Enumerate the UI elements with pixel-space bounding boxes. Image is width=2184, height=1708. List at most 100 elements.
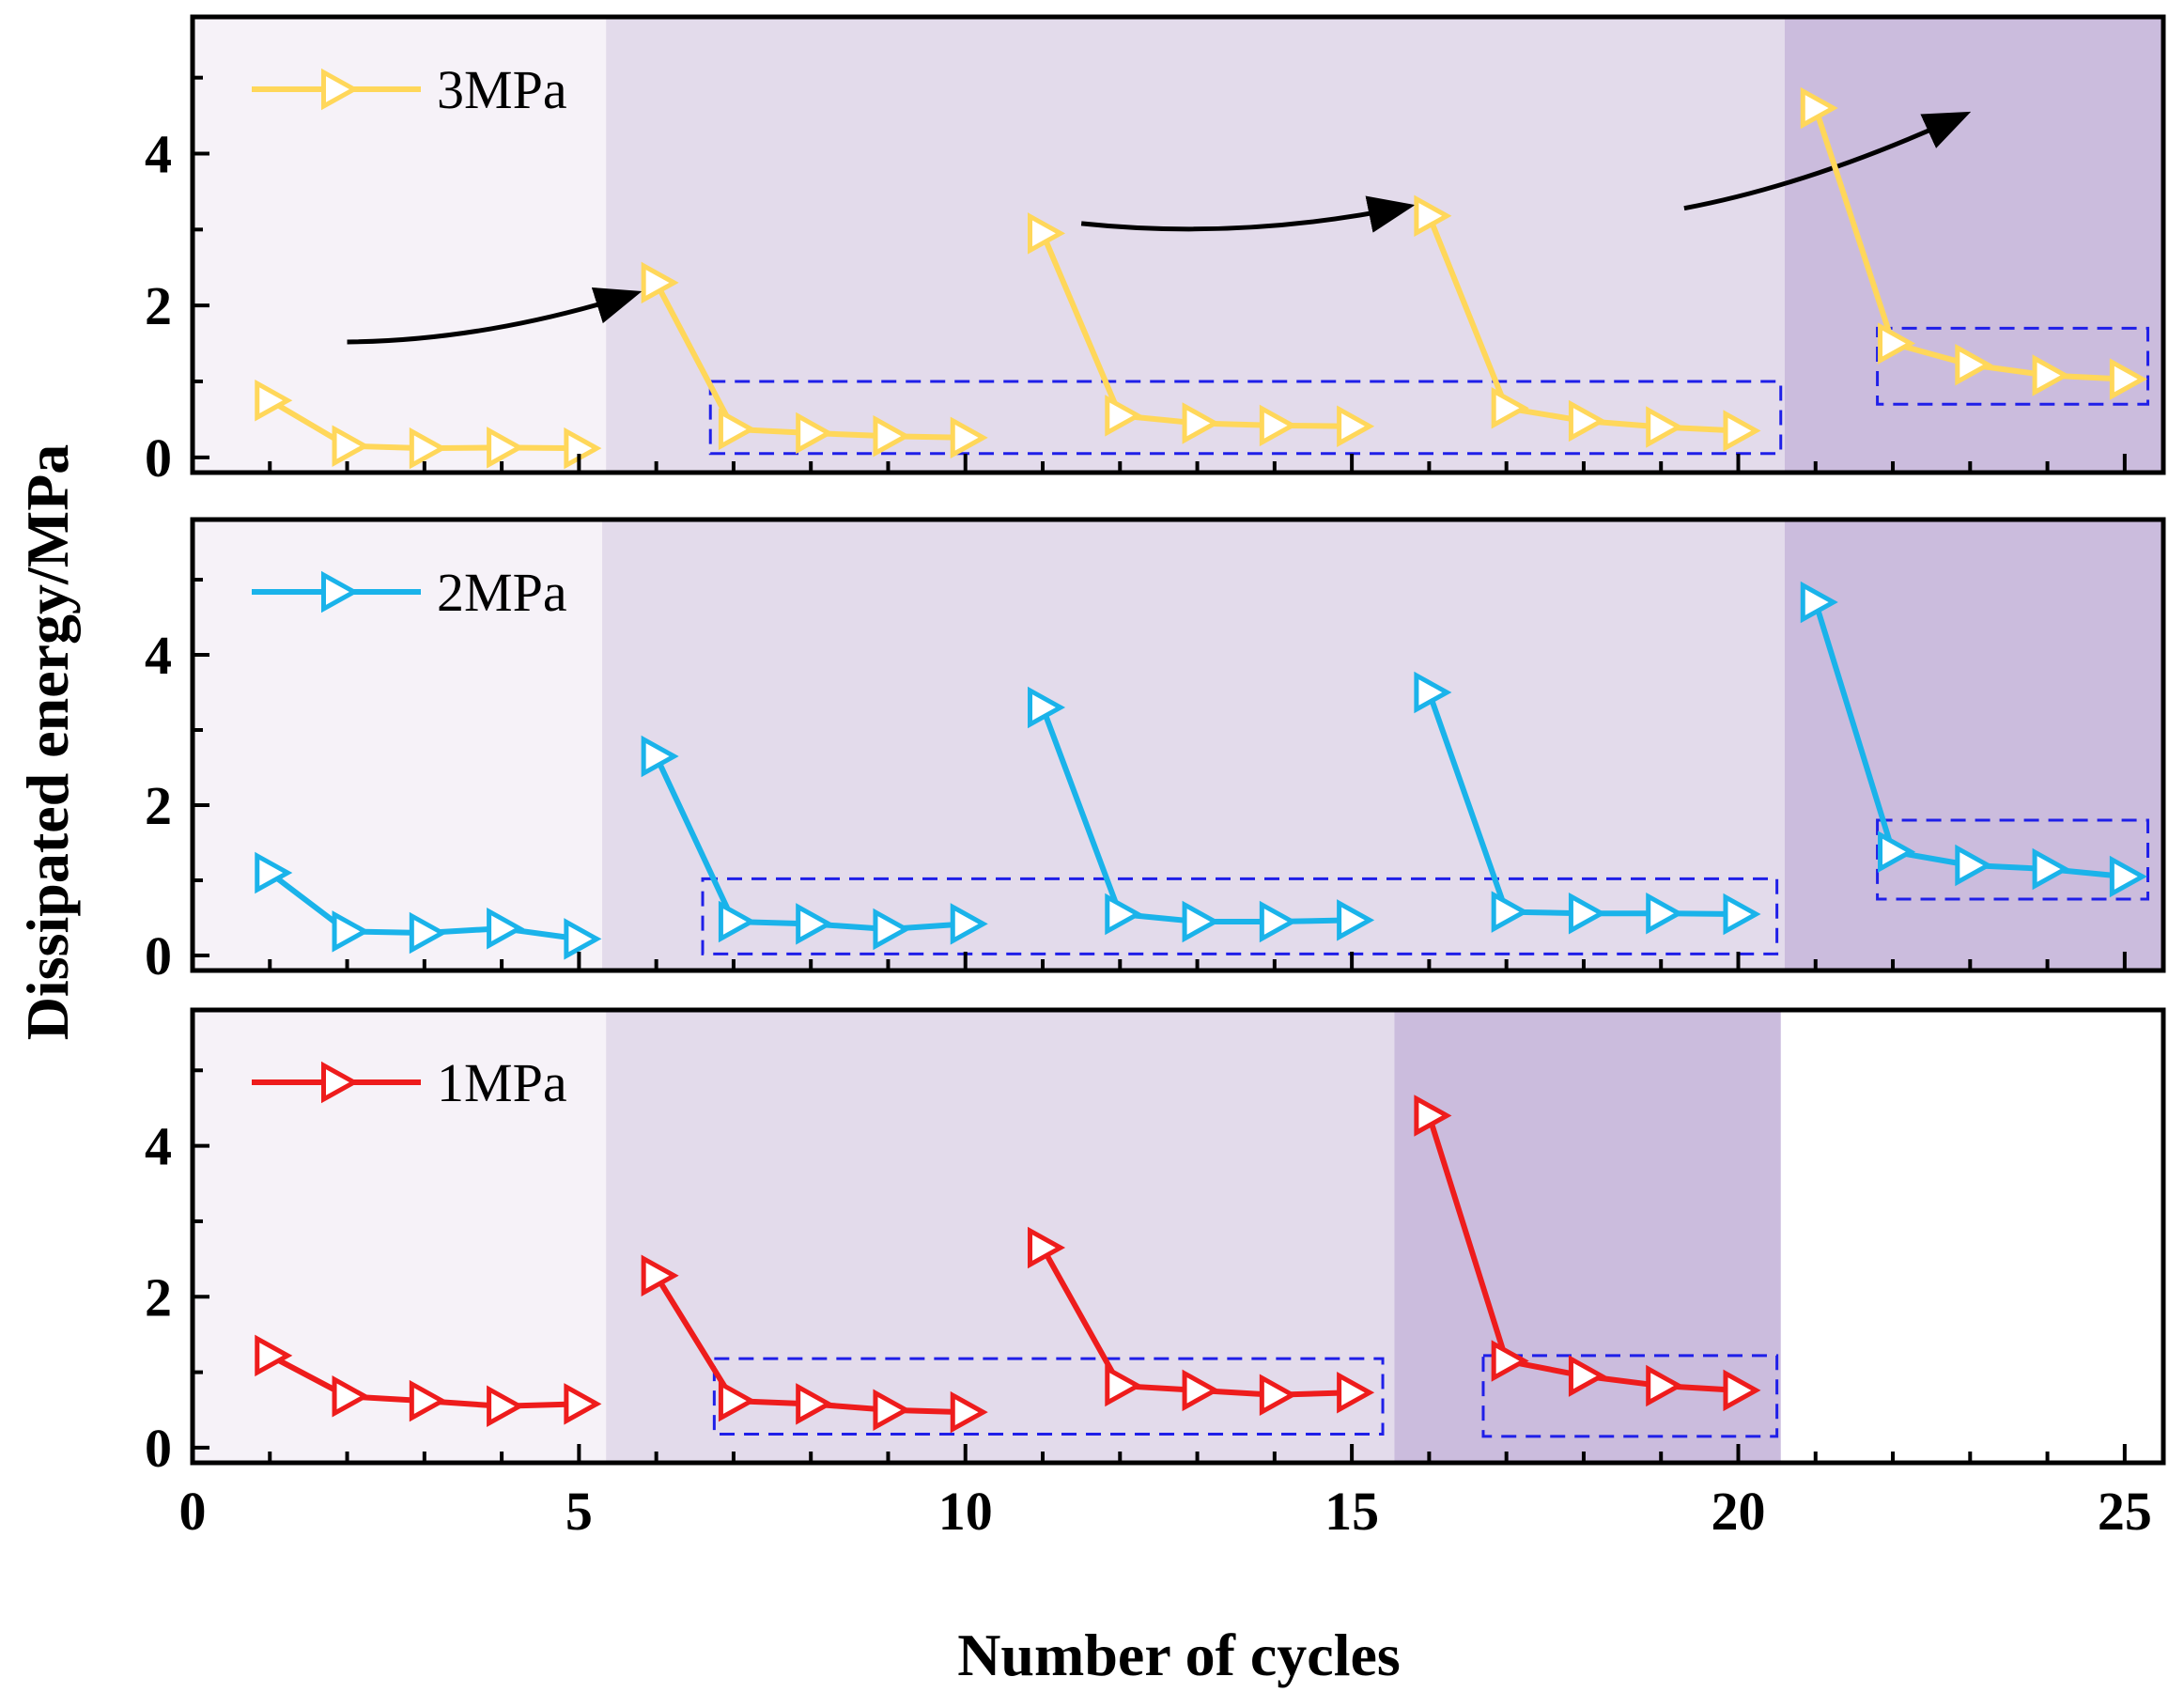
data-point bbox=[950, 1390, 988, 1434]
data-point bbox=[487, 1385, 525, 1427]
data-point bbox=[1105, 395, 1143, 437]
data-point bbox=[2032, 847, 2070, 891]
data-point bbox=[641, 735, 679, 778]
dashed-box-1 bbox=[701, 877, 1779, 955]
data-point bbox=[796, 903, 834, 945]
data-point bbox=[332, 910, 370, 953]
data-point bbox=[1955, 844, 1993, 887]
trend-arrow bbox=[1080, 195, 1416, 233]
stage-band-2 bbox=[602, 520, 1785, 970]
legend-marker bbox=[321, 570, 360, 613]
data-point bbox=[950, 903, 988, 945]
data-point bbox=[1028, 1226, 1066, 1269]
data-point bbox=[641, 1254, 679, 1297]
y-tick-label: 4 bbox=[145, 1116, 172, 1177]
panel-p2: 0 2 4 2MPa bbox=[145, 517, 2166, 986]
data-point bbox=[332, 425, 370, 467]
data-point bbox=[1568, 892, 1606, 935]
panel-p1: 0 2 4 1MPa bbox=[145, 1007, 2166, 1479]
x-axis-title: Number of cycles bbox=[957, 1622, 1401, 1688]
data-point bbox=[1414, 1095, 1452, 1137]
x-tick-label: 25 bbox=[2098, 1481, 2152, 1542]
panel-frame bbox=[190, 1007, 2166, 1466]
stage-band-2 bbox=[606, 17, 1785, 473]
data-point bbox=[1491, 387, 1529, 429]
data-point bbox=[1646, 406, 1684, 448]
data-point bbox=[1414, 194, 1452, 238]
data-point bbox=[1568, 399, 1606, 443]
y-tick-label: 0 bbox=[145, 427, 172, 489]
y-tick-label: 2 bbox=[145, 775, 172, 836]
data-point bbox=[1800, 86, 1838, 130]
legend-marker bbox=[321, 1061, 360, 1104]
data-point bbox=[1105, 1364, 1143, 1407]
dashed-box-2 bbox=[1481, 1354, 1779, 1438]
data-point bbox=[1028, 212, 1066, 255]
stage-band-3 bbox=[1784, 17, 2163, 473]
data-point bbox=[409, 1379, 447, 1422]
data-point bbox=[1878, 322, 1916, 365]
trend-arrow bbox=[1683, 111, 1972, 211]
data-point bbox=[873, 908, 911, 951]
data-point bbox=[1259, 900, 1297, 943]
data-point bbox=[332, 1375, 370, 1418]
data-point bbox=[1337, 899, 1375, 941]
data-point bbox=[873, 1389, 911, 1432]
x-tick-label: 15 bbox=[1324, 1481, 1379, 1542]
data-point bbox=[718, 408, 756, 451]
data-point bbox=[2109, 358, 2147, 400]
data-point bbox=[1646, 1364, 1684, 1407]
data-point bbox=[1491, 1340, 1529, 1382]
y-tick-label: 4 bbox=[145, 124, 172, 185]
data-point bbox=[1182, 1369, 1220, 1412]
data-point bbox=[409, 911, 447, 955]
stage-band-3 bbox=[1394, 1010, 1781, 1463]
panel-frame bbox=[190, 14, 2166, 475]
dashed-box-1 bbox=[712, 1357, 1385, 1436]
legend-marker bbox=[321, 68, 360, 111]
data-point bbox=[718, 900, 756, 943]
stage-band-3 bbox=[1784, 520, 2163, 970]
data-point bbox=[487, 427, 525, 469]
panel-frame bbox=[190, 517, 2166, 973]
data-point bbox=[255, 379, 293, 422]
x-tick-label: 0 bbox=[179, 1481, 207, 1542]
data-point bbox=[1646, 892, 1684, 935]
data-point bbox=[487, 907, 525, 950]
y-tick-label: 2 bbox=[145, 1266, 172, 1328]
data-point bbox=[1259, 404, 1297, 447]
legend-label: 2MPa bbox=[437, 562, 567, 623]
data-point bbox=[1182, 900, 1220, 943]
x-tick-label: 10 bbox=[938, 1481, 993, 1542]
y-tick-label: 0 bbox=[145, 925, 172, 986]
y-tick-label: 2 bbox=[145, 275, 172, 336]
stage-band-1 bbox=[193, 1010, 607, 1463]
data-point bbox=[1337, 405, 1375, 447]
data-point bbox=[1414, 671, 1452, 714]
data-point bbox=[564, 918, 602, 960]
dashed-box-1 bbox=[708, 380, 1783, 456]
y-axis-title: Dissipated energy/MPa bbox=[14, 444, 81, 1041]
data-point bbox=[564, 1383, 602, 1425]
data-point bbox=[564, 427, 602, 470]
data-point bbox=[1259, 1374, 1297, 1416]
data-point bbox=[1337, 1372, 1375, 1414]
trend-arrow bbox=[347, 287, 643, 345]
legend-label: 1MPa bbox=[437, 1052, 567, 1113]
data-point bbox=[1723, 410, 1761, 452]
data-point bbox=[796, 411, 834, 455]
data-point bbox=[1182, 402, 1220, 444]
data-point bbox=[2032, 354, 2070, 396]
data-point bbox=[950, 416, 988, 459]
dashed-box-2 bbox=[1876, 326, 2150, 406]
data-point bbox=[1723, 1369, 1761, 1412]
y-tick-label: 0 bbox=[145, 1418, 172, 1479]
data-point bbox=[1105, 893, 1143, 936]
y-tick-label: 4 bbox=[145, 625, 172, 686]
legend-label: 3MPa bbox=[437, 59, 567, 120]
data-point bbox=[718, 1379, 756, 1422]
x-tick-label: 20 bbox=[1711, 1481, 1765, 1542]
data-point bbox=[796, 1383, 834, 1425]
data-point bbox=[873, 414, 911, 458]
